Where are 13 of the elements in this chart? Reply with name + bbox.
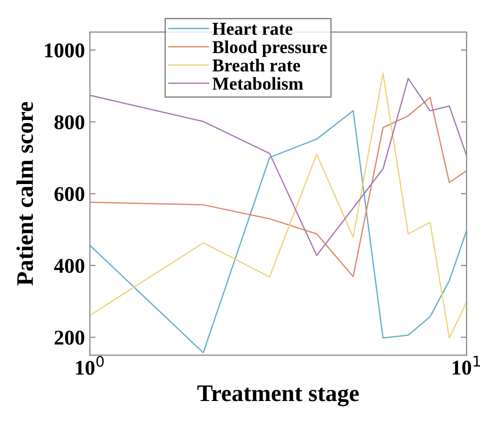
legend-label: Metabolism [212,77,304,90]
y-tick-label: 200 [54,330,84,345]
y-axis-title: Patient calm score [16,102,34,286]
x-tick-label: 10$^{0}$ [76,356,104,375]
y-tick-label: 600 [54,187,84,202]
x-axis-title: Treatment stage [197,386,359,406]
legend-label: Breath rate [212,58,300,72]
legend-label: Heart rate [212,22,292,35]
y-tick-label: 1000 [45,43,84,58]
y-tick-label: 800 [54,115,84,130]
legend-label: Blood pressure [212,40,327,57]
y-tick-label: 400 [54,258,84,273]
x-tick-label: 10$^{1}$ [452,356,480,375]
